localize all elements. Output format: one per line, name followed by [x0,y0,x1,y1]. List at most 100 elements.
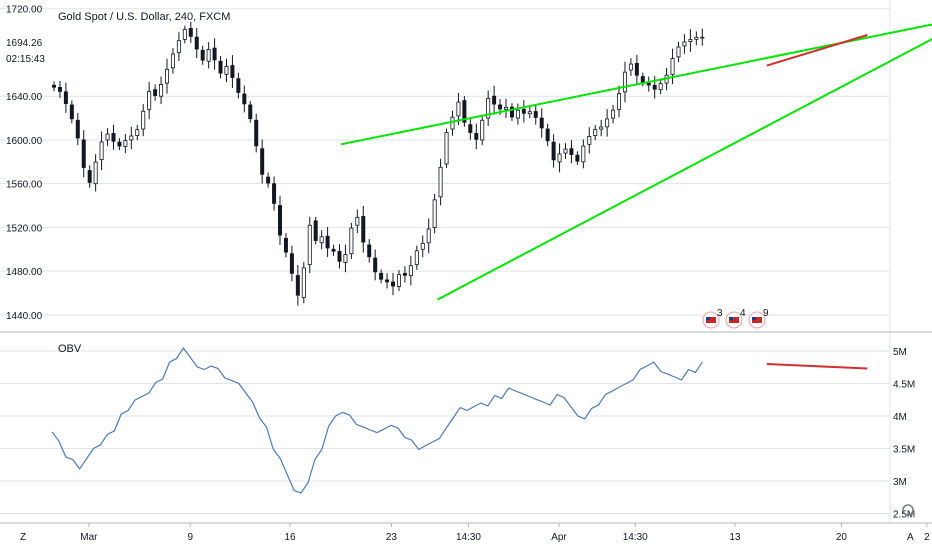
candle [212,38,217,70]
event-marker[interactable]: 4 [725,308,746,329]
candle [200,45,205,65]
time-tick-label: 14:30 [456,532,481,543]
candle [117,138,122,151]
candle [658,79,663,95]
candle [87,165,92,188]
candle [539,108,544,138]
candle [450,110,455,136]
candle [93,154,98,192]
time-tick-label: Apr [551,532,567,543]
candle [266,172,271,188]
candle [301,261,306,304]
gear-icon[interactable] [902,504,914,516]
flag-stripes [752,317,762,323]
time-tick-label: 16 [284,532,296,543]
event-marker[interactable]: 3 [702,308,723,329]
candle [515,103,520,125]
candle [194,27,199,59]
price-tick-label: 1520.00 [6,223,43,234]
candle [557,143,562,173]
lower-wedge-line[interactable] [437,15,932,301]
price-pane[interactable]: 1440.00 1480.00 1520.00 1560.00 1600.00 1640.… [0,0,932,523]
candle [379,269,384,284]
candle [307,216,312,274]
obv-tick-label: 5M [893,347,907,358]
candle [373,249,378,281]
candle [700,28,705,46]
candle [230,55,235,88]
auto-scale-button[interactable]: A [907,532,914,543]
candle [361,205,366,253]
flag-canton [706,317,710,320]
candle [295,265,300,306]
candle [420,235,425,258]
countdown-timer: 02:15:43 [6,54,45,65]
candle [319,230,324,250]
flag-canton [729,317,733,320]
candle [248,101,253,123]
candle [444,128,449,168]
candle [414,245,419,270]
candle [652,76,657,99]
candle [527,107,532,119]
candle [105,128,110,146]
z-button[interactable]: Z [20,532,26,543]
candle [57,80,62,98]
obv-tick-label: 4M [893,412,907,423]
obv-series-line [51,347,703,494]
price-divergence-line[interactable] [766,34,868,67]
candle [141,104,146,137]
candle [575,151,580,166]
z-button-label[interactable]: Z [20,532,26,543]
candle [438,158,443,206]
price-grid [0,0,891,523]
candle [69,100,74,124]
obv-pane[interactable]: 2.5M 3M 3.5M 4M 4.5M 5M OBV [0,343,915,521]
candle [634,54,639,84]
upper-wedge-line[interactable] [340,15,932,146]
candle [694,31,699,46]
time-tick-label: 9 [187,532,193,543]
auto-scale-label[interactable]: A [907,532,914,543]
candle [236,72,241,99]
candle [593,125,598,141]
candle [432,193,437,234]
candle [682,34,687,54]
obv-tick-label: 3.5M [893,445,915,456]
candle [533,104,538,125]
time-tick-label: 2 [924,532,930,543]
price-tick-label: 1480.00 [6,267,43,278]
candle [75,113,80,146]
wedge-trendlines[interactable] [340,15,932,301]
time-tick-label: 23 [386,532,398,543]
event-markers[interactable]: 3 4 9 [702,308,769,329]
candle [468,117,473,140]
obv-trendlines[interactable] [766,363,868,370]
candle [385,273,390,289]
candle [349,222,354,259]
event-marker[interactable]: 9 [748,308,769,329]
chart-title: Gold Spot / U.S. Dollar, 240, FXCM [58,11,230,23]
candle [587,127,592,154]
candle [159,76,164,105]
candle [278,195,283,245]
price-tick-label: 1440.00 [6,311,43,322]
event-count: 9 [763,308,769,319]
candle [396,270,401,292]
candle [111,124,116,150]
time-ticks: Mar 9 16 23 14:30 Apr 14:30 13 20 2 [80,523,930,543]
candle [165,58,170,94]
candle [599,119,604,137]
obv-divergence-line[interactable] [766,363,868,370]
candle [563,143,568,159]
candle [81,130,86,178]
candle [676,41,681,63]
candle [402,266,407,283]
candle [176,32,181,62]
candle [123,134,128,154]
candle [462,95,467,127]
candle [670,48,675,85]
candle [355,209,360,234]
time-axis[interactable]: Mar 9 16 23 14:30 Apr 14:30 13 20 2 [0,522,932,543]
